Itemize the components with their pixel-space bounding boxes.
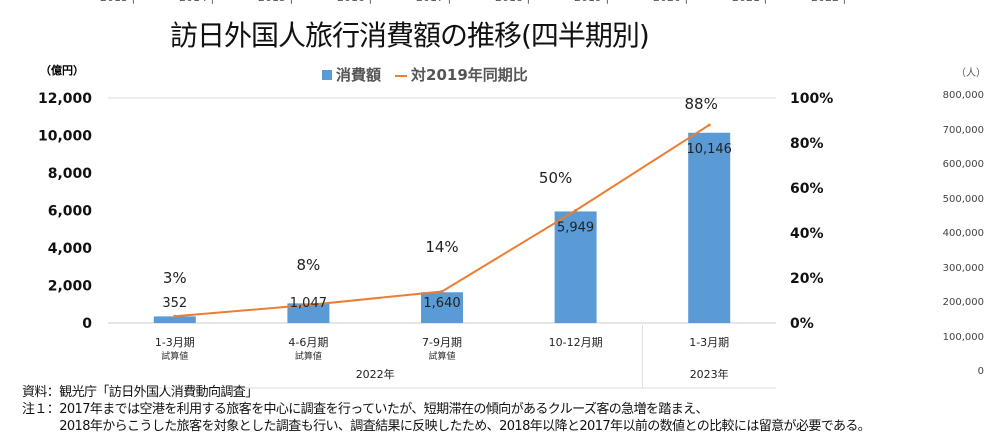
notes: 資料：観光庁「訪日外国人消費動向調査」 注１：2017年までは空港を利用する旅客… [22,384,871,435]
top-year-label: 2019 | [574,0,609,4]
background-axis-tick: 100,000 [942,331,984,343]
category-sublabel: 試算値 [161,350,188,362]
line-data-label: 88% [685,95,718,113]
category-label: 1-3月期 [689,336,729,349]
note-1-line-2: 2018年からこうした旅客を対象とした調査も行い、調査結果に反映したため、201… [22,419,871,434]
background-axis-tick: 400,000 [942,228,984,239]
top-year-label: 2017 | [416,0,451,4]
left-axis-tick: 8,000 [48,166,93,182]
top-year-label: 2020 | [653,0,688,4]
bar-data-label: 1,640 [423,296,460,311]
bar-data-label: 352 [162,296,187,311]
right-axis-tick: 0% [790,316,814,332]
legend-line-label: 対2019年同期比 [411,66,528,84]
bar-data-label: 5,949 [557,220,594,235]
right-axis-tick: 20% [790,271,824,287]
left-axis-tick: 10,000 [38,129,92,145]
left-axis-tick: 4,000 [48,241,93,257]
category-label: 7-9月期 [422,336,462,349]
line-point [306,303,310,307]
line-point [707,123,711,127]
right-axis2-unit: （人） [956,68,986,79]
top-year-label: 2022 | [811,0,846,4]
background-axis-tick: 700,000 [942,124,984,136]
category-sublabel: 試算値 [295,350,322,362]
line-data-label: 14% [425,238,458,256]
category-label: 4-6月期 [288,336,328,349]
top-year-label: 2013 | [100,0,135,4]
line-point [574,209,578,212]
bar-data-label: 1,047 [290,296,327,311]
category-sublabel: 試算値 [428,350,455,362]
right-axis-tick: 60% [790,181,824,197]
line-data-label: 3% [163,269,187,287]
series-line [174,124,710,318]
bar [153,316,196,323]
category-label: 1-3月期 [155,336,195,349]
background-axis-tick: 800,000 [942,90,984,101]
right-axis-tick: 80% [790,136,824,152]
left-axis-tick: 12,000 [38,91,92,107]
bar-data-label: 10,146 [686,142,732,157]
year-group-label: 2023年 [690,367,729,381]
left-axis-tick: 0 [82,316,92,332]
source-note: 資料：観光庁「訪日外国人消費動向調査」 [22,385,258,400]
top-year-label: 2021 | [732,0,767,4]
legend-bar-swatch [322,70,332,80]
bar [688,132,731,323]
top-year-label: 2016 | [337,0,372,4]
line-point [173,314,177,318]
legend-bar-label: 消費額 [336,66,382,84]
background-axis-tick: 0 [977,366,984,377]
note-1-line-1: 注１：2017年までは空港を利用する旅客を中心に調査を行っていたが、短期滞在の傾… [22,402,709,417]
right-axis-tick: 100% [790,91,833,107]
top-year-label: 2018 | [495,0,530,4]
bar [554,211,597,323]
legend-line-swatch [395,74,408,77]
background-axis-tick: 500,000 [942,193,984,205]
legend: 消費額 対2019年同期比 [322,64,528,85]
category-label: 10-12月期 [549,336,603,349]
right-axis-tick: 40% [790,226,824,242]
bar [421,292,463,323]
line-data-label: 50% [539,169,572,187]
line-data-label: 8% [297,256,321,274]
left-axis-tick: 6,000 [48,204,93,220]
chart-title: 訪日外国人旅行消費額の推移(四半期別) [170,19,650,52]
top-year-label: 2015 | [258,0,293,4]
year-group-label: 2022年 [356,367,395,381]
background-axis-tick: 200,000 [942,297,984,308]
bar [287,303,330,323]
line-point [440,290,444,293]
background-axis-tick: 600,000 [942,159,984,170]
left-axis-tick: 2,000 [48,279,93,295]
left-axis-unit: （億円） [40,64,84,77]
top-year-label: 2014 | [179,0,214,4]
background-axis-tick: 300,000 [942,262,984,274]
